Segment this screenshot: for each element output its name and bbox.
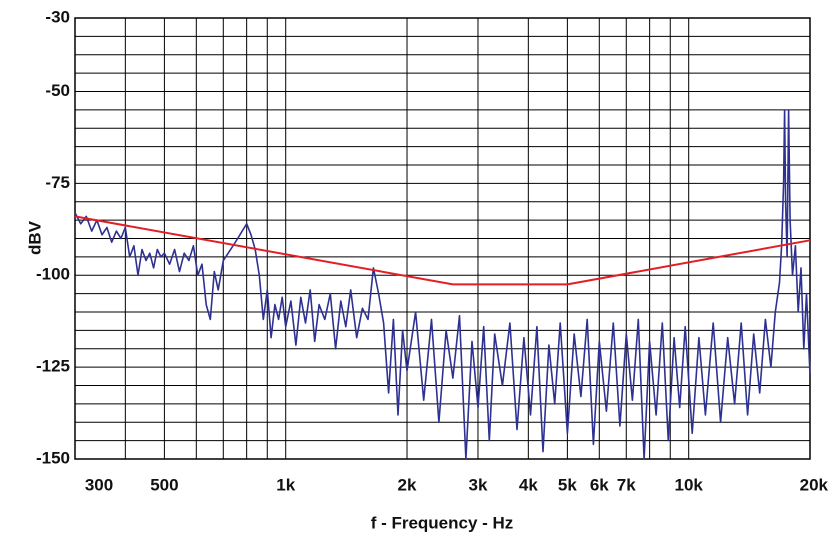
y-tick-label: -30	[45, 7, 70, 26]
x-tick-label: 500	[150, 475, 178, 494]
series-line	[74, 109, 811, 460]
x-tick-label: 1k	[276, 475, 295, 494]
y-tick-label: -150	[36, 448, 70, 467]
y-tick-label: -75	[45, 173, 70, 192]
x-tick-label: 20k	[800, 475, 829, 494]
plot-frame	[74, 17, 811, 460]
x-tick-label: 6k	[590, 475, 609, 494]
x-axis-label: f - Frequency - Hz	[371, 513, 514, 532]
x-tick-label: 4k	[519, 475, 538, 494]
x-tick-label: 3k	[469, 475, 488, 494]
y-axis-label: dBV	[25, 220, 44, 255]
x-tick-label: 2k	[398, 475, 417, 494]
y-tick-label: -50	[45, 81, 70, 100]
series-line	[74, 215, 811, 286]
x-tick-label: 300	[85, 475, 113, 494]
x-tick-label: 10k	[675, 475, 704, 494]
y-tick-label: -125	[36, 357, 70, 376]
x-tick-label: 5k	[558, 475, 577, 494]
y-tick-label: -100	[36, 265, 70, 284]
x-tick-label: 7k	[617, 475, 636, 494]
